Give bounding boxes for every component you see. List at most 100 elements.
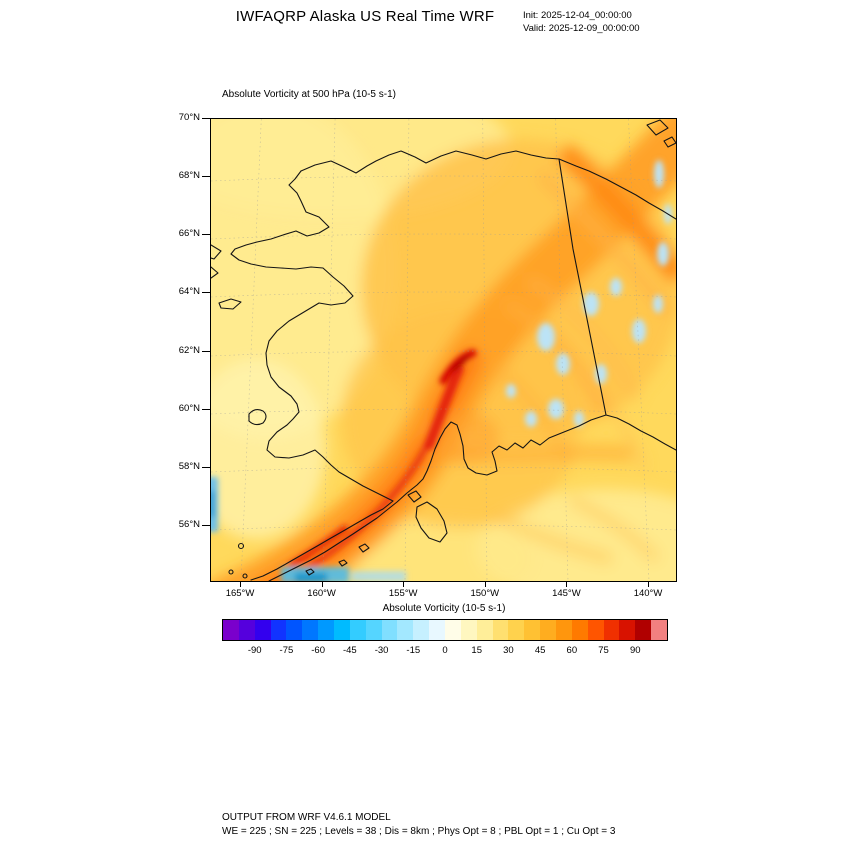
colorbar-cell [571,620,588,640]
colorbar-cell [619,620,636,640]
lat-tick [202,408,210,410]
lon-tick-label: 150°W [470,588,500,599]
colorbar-cell [397,620,414,640]
colorbar-cell [508,620,525,640]
small-island [407,490,422,503]
colorbar-cell [365,620,382,640]
colorbar-cell [445,620,461,640]
lat-tick-label: 62°N [178,344,200,356]
lat-tick [202,350,210,352]
ne-island-1 [646,119,669,136]
lat-tick [202,176,210,178]
colorbar-cell [238,620,255,640]
colorbar-tick-label: 45 [534,645,546,656]
colorbar-cell [603,620,620,640]
lat-tick [202,118,210,119]
colorbar-tick-labels: -90 -75 -60 -45 -30 -15 0 15 30 45 60 75 90 [223,645,667,659]
lon-tick [566,581,568,587]
colorbar-cell [587,620,604,640]
alaska-canada-border [558,158,607,416]
colorbar-cell [223,620,239,640]
run-times: Init: 2025-12-04_00:00:00 Valid: 2025-12… [523,9,640,35]
colorbar-cell [349,620,366,640]
colorbar-label: Absolute Vorticity (10-5 s-1) [382,603,506,614]
graticule [211,119,676,581]
lon-tick [648,581,649,587]
lon-tick-label: 160°W [307,588,336,599]
colorbar-cell [413,620,430,640]
chukotka-coast-2 [211,266,219,279]
colorbar-cell [635,620,652,640]
colorbar-tick-label: 90 [629,645,641,656]
lat-tick [202,234,210,236]
colorbar-cell [651,620,668,640]
footer: OUTPUT FROM WRF V4.6.1 MODEL WE = 225 ; … [222,811,615,838]
colorbar-cell [524,620,541,640]
lat-tick [202,292,210,294]
kodiak-island [415,501,448,543]
lon-tick [484,581,486,587]
lon-tick-label: 165°W [225,588,255,599]
lon-tick-label: 145°W [552,588,581,599]
lat-tick-label: 66°N [178,228,200,240]
colorbar-tick-label: -15 [406,645,421,656]
lat-tick-label: 60°N [178,402,200,414]
colorbar-cell [460,620,477,640]
colorbar-cell [334,620,350,640]
colorbar-cell [302,620,319,640]
peninsula-island-2 [338,559,348,567]
yukon-coastline [558,158,676,220]
lat-tick-label: 68°N [178,170,200,182]
colorbar [222,619,668,641]
colorbar-cell [286,620,303,640]
footer-config-line: WE = 225 ; SN = 225 ; Levels = 38 ; Dis … [222,825,616,837]
colorbar-tick-label: 0 [442,645,448,656]
lat-tick [202,466,210,468]
heatmap-smooth-layer [211,119,676,581]
colorbar-tick-label: -45 [342,645,357,656]
south-coastline [268,414,676,581]
colorbar-cell [556,620,572,640]
colorbar-tick-label: 60 [566,645,578,656]
nunivak-island [248,408,267,426]
colorbar-cells [223,620,668,640]
colorbar-cell [381,620,398,640]
vorticity-map [211,119,676,581]
lat-tick-label: 70°N [178,112,200,123]
lat-tick-label: 58°N [178,460,200,472]
colorbar-tick-label: -90 [247,645,262,656]
colorbar-tick-label: -60 [311,645,326,656]
chukotka-coast [211,244,222,260]
lat-tick-label: 64°N [178,286,200,298]
lon-tick [403,581,405,587]
heatmap-detail-layer [211,160,672,581]
peninsula-island-1 [358,543,370,553]
west-coastline [230,170,394,581]
colorbar-tick-label: 15 [471,645,482,656]
lon-tick-label: 155°W [388,588,418,599]
footer-model-line: OUTPUT FROM WRF V4.6.1 MODEL [222,812,391,823]
aleutian-island-2 [242,573,248,579]
lon-tick [240,581,241,587]
valid-time: Valid: 2025-12-09_00:00:00 [523,23,640,34]
colorbar-cell [270,620,287,640]
pribilof-island [237,542,245,550]
init-time: Init: 2025-12-04_00:00:00 [523,10,632,21]
lon-tick-label: 140°W [633,588,663,599]
ne-island-2 [663,136,676,148]
colorbar-cell [254,620,271,640]
colorbar-cell [429,620,446,640]
aleutian-island-1 [228,569,234,575]
peninsula-island-3 [305,568,315,576]
colorbar-tick-label: -75 [279,645,294,656]
colorbar-tick-label: 30 [503,645,514,656]
page-title: IWFAQRP Alaska US Real Time WRF [235,8,495,25]
colorbar-cell [476,620,493,640]
field-title: Absolute Vorticity at 500 hPa (10-5 s-1) [222,89,396,100]
coastline-layer [211,119,676,581]
arctic-coastline [300,150,560,174]
colorbar-cell [492,620,509,640]
lon-tick [321,581,323,587]
lat-tick [202,524,210,526]
